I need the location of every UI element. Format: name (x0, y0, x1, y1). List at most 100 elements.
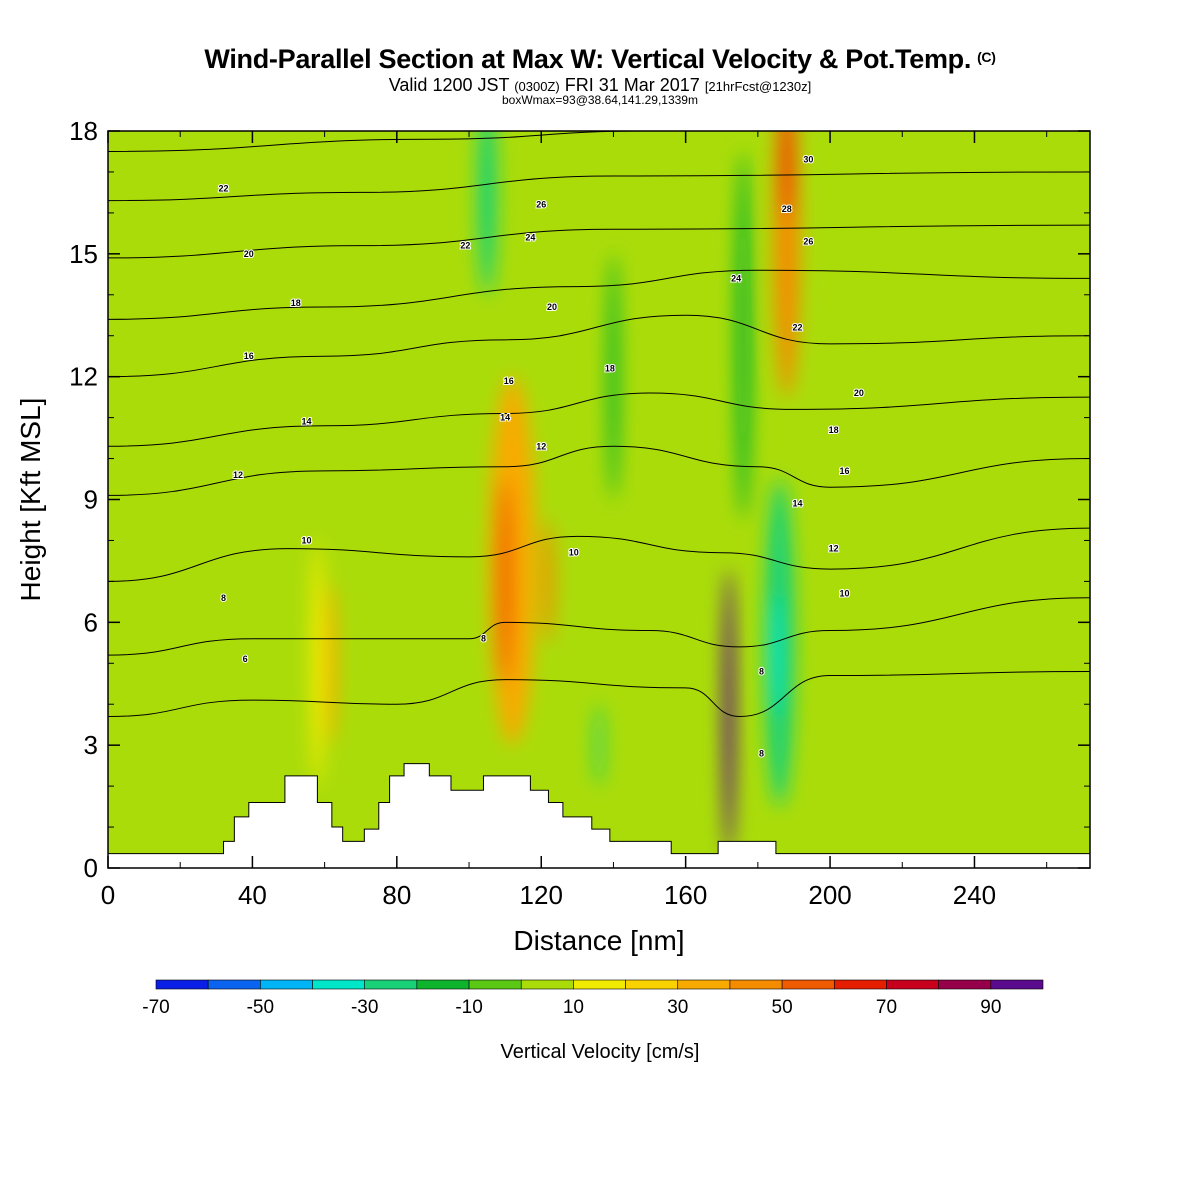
contour-label: 14 (302, 417, 312, 427)
x-tick-label: 0 (101, 880, 115, 910)
contour-label: 16 (244, 351, 254, 361)
contour-label: 18 (829, 425, 839, 435)
chart-title: Wind-Parallel Section at Max W: Vertical… (0, 44, 1200, 75)
theta-contours (108, 131, 1090, 718)
colorbar-swatch (468, 979, 522, 990)
y-tick-label: 6 (84, 607, 98, 637)
contour-label: 22 (460, 241, 470, 251)
contour-label: 8 (759, 748, 764, 758)
colorbar-tick-label: -10 (455, 997, 482, 1018)
terrain-shape (107, 763, 1091, 869)
forecast-info: [21hrFcst@1230z] (704, 79, 812, 94)
theta-contour (108, 392, 1090, 447)
velocity-cell (310, 540, 325, 787)
colorbar-swatch (833, 979, 887, 990)
contour-label: 12 (233, 470, 243, 480)
x-tick-label: 240 (953, 880, 996, 910)
colorbar-tick-label: -50 (247, 997, 274, 1018)
colorbar-swatch (312, 979, 366, 990)
theta-contour (108, 224, 1090, 259)
y-tick-label: 0 (84, 853, 98, 883)
theta-contour (108, 445, 1090, 496)
contour-label: 26 (803, 237, 813, 247)
axes: 0 40 80 120 160 200 240 0 3 6 9 12 15 18 Distance [nm]… (15, 116, 1091, 956)
colorbar-swatch (886, 979, 939, 990)
valid-prefix: Valid 1200 JST (388, 75, 510, 95)
colorbar-label: Vertical Velocity [cm/s] (501, 1041, 700, 1063)
colorbar-swatch (990, 979, 1044, 990)
contour-label: 20 (244, 249, 254, 259)
contour-label: 12 (536, 441, 546, 451)
theta-contour (108, 527, 1090, 582)
y-tick-label: 18 (69, 116, 98, 146)
chart-subtitle: Valid 1200 JST (0300Z) FRI 31 Mar 2017 [… (0, 75, 1200, 96)
theta-contour (108, 269, 1090, 320)
colorbar-swatch (677, 979, 731, 990)
contour-label: 24 (525, 232, 535, 242)
contour-label: 22 (793, 323, 803, 333)
x-axis-label: Distance [nm] (513, 925, 684, 956)
x-tick-label: 120 (520, 880, 563, 910)
colorbar-swatch (781, 979, 835, 990)
contour-label: 22 (219, 183, 229, 193)
contour-label: 28 (782, 204, 792, 214)
colorbar-tick-label: 90 (980, 997, 1001, 1018)
x-tick-label: 200 (808, 880, 851, 910)
terrain (107, 763, 1091, 869)
y-tick-label: 12 (69, 362, 98, 392)
velocity-cell (781, 131, 793, 222)
contour-label: 10 (839, 589, 849, 599)
colorbar-tick-label: 10 (563, 997, 584, 1018)
x-tick-label: 80 (382, 880, 411, 910)
y-tick-label: 15 (69, 239, 98, 269)
colorbar-tick-label: 30 (667, 997, 688, 1018)
contour-label: 26 (536, 200, 546, 210)
valid-utc: (0300Z) (514, 79, 560, 94)
x-tick-label: 160 (664, 880, 707, 910)
contour-label: 18 (605, 363, 615, 373)
contour-label: 18 (291, 298, 301, 308)
velocity-cell (774, 131, 800, 398)
theta-contour (108, 314, 1090, 378)
velocity-cell (770, 593, 782, 717)
contour-label: 12 (829, 544, 839, 554)
velocity-cell (543, 519, 554, 643)
colorbar-tick-label: 50 (772, 997, 793, 1018)
y-axis-label: Height [Kft MSL] (15, 398, 46, 602)
velocity-cell (736, 151, 751, 520)
velocity-cell (723, 569, 735, 856)
contour-label: 30 (803, 155, 813, 165)
contour-label: 20 (547, 302, 557, 312)
valid-date: FRI 31 Mar 2017 (564, 75, 700, 95)
theta-contour (108, 597, 1090, 656)
colorbar-swatch (938, 979, 992, 990)
velocity-cell (497, 479, 513, 684)
velocity-cell (595, 704, 603, 787)
colorbar-swatch (155, 979, 209, 990)
theta-contour (108, 171, 1090, 202)
contour-label: 8 (481, 634, 486, 644)
colorbar-swatch (364, 979, 418, 990)
contour-label: 14 (793, 499, 803, 509)
box-info: boxWmax=93@38.64,141.29,1339m (502, 93, 698, 107)
colorbar-swatch (729, 979, 783, 990)
colorbar-swatch (260, 979, 313, 990)
contour-label: 8 (759, 666, 764, 676)
velocity-cell (326, 581, 338, 746)
colorbar-swatch (520, 979, 574, 990)
colorbar-swatch (207, 979, 261, 990)
theta-contour (108, 131, 735, 152)
contour-labels: 22 20 18 16 14 12 10 8 6 22 26 24 20 18 16 14 12 10 8 30 28 2… (218, 154, 865, 760)
velocity-field (310, 131, 800, 856)
title-unit-tag: (C) (977, 49, 996, 65)
y-tick-label: 3 (84, 730, 98, 760)
velocity-cell (608, 253, 619, 500)
contour-label: 16 (504, 376, 514, 386)
contour-label: 10 (302, 535, 312, 545)
contour-label: 8 (221, 593, 226, 603)
contour-label: 14 (500, 413, 510, 423)
contour-label: 6 (243, 654, 248, 664)
colorbar-swatch (416, 979, 470, 990)
velocity-blobs (310, 131, 800, 856)
